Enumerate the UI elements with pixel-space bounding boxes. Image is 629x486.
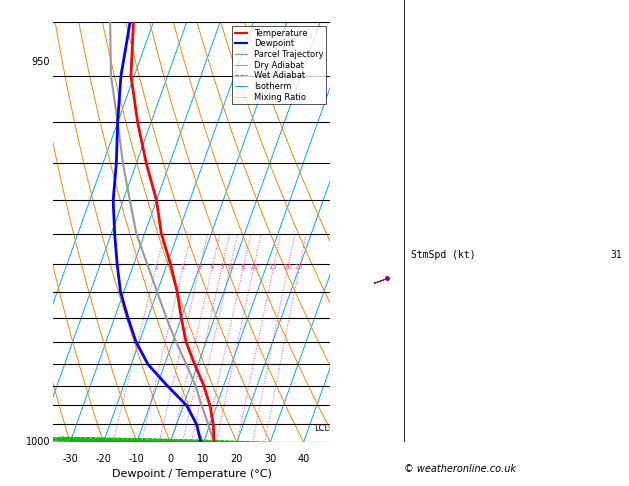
Text: LCL: LCL [314,423,329,433]
Text: 6: 6 [227,264,232,270]
Text: 15: 15 [269,264,277,270]
Text: StmSpd (kt): StmSpd (kt) [411,250,476,260]
Legend: Temperature, Dewpoint, Parcel Trajectory, Dry Adiabat, Wet Adiabat, Isotherm, Mi: Temperature, Dewpoint, Parcel Trajectory… [232,26,326,104]
Text: -20: -20 [96,454,111,465]
Text: © weatheronline.co.uk: © weatheronline.co.uk [404,464,516,474]
Text: 3: 3 [197,264,201,270]
Text: 4: 4 [209,264,214,270]
Text: -10: -10 [129,454,145,465]
Text: 10: 10 [249,264,258,270]
Text: 20: 20 [283,264,292,270]
Text: 1000: 1000 [26,437,50,447]
Text: 0: 0 [167,454,173,465]
Text: 25: 25 [294,264,303,270]
Text: Dewpoint / Temperature (°C): Dewpoint / Temperature (°C) [112,469,272,479]
Text: 10: 10 [198,454,209,465]
Text: 5: 5 [220,264,223,270]
Text: 20: 20 [231,454,243,465]
Bar [404,0,628,442]
Text: 2: 2 [181,264,185,270]
Text: 950: 950 [32,56,50,67]
Text: 8: 8 [240,264,245,270]
Text: 40: 40 [298,454,309,465]
Text: 30: 30 [264,454,276,465]
Text: 1: 1 [153,264,158,270]
Text: -30: -30 [62,454,78,465]
Text: 31: 31 [610,250,621,260]
